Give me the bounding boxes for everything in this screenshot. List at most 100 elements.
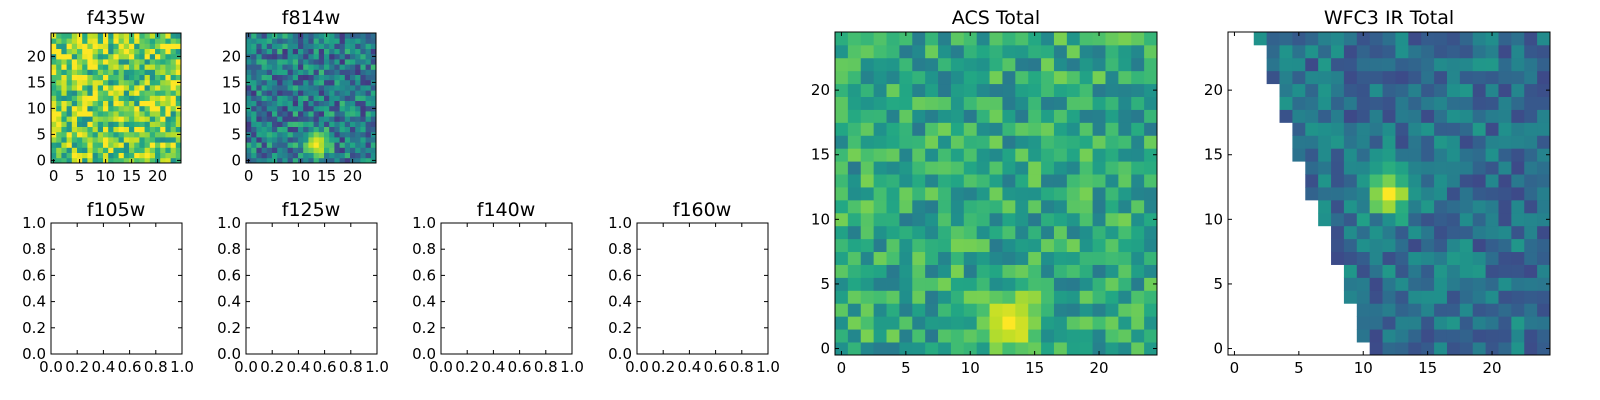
heatmap-cell <box>912 199 926 214</box>
heatmap-cell <box>134 142 140 148</box>
heatmap-cell <box>950 238 965 253</box>
heatmap-cell <box>92 64 99 70</box>
heatmap-cell <box>113 53 119 60</box>
heatmap-cell <box>1105 44 1119 59</box>
heatmap-cell <box>87 38 93 44</box>
heatmap-cell <box>308 121 314 127</box>
heatmap-cell <box>835 135 849 149</box>
heatmap-cell <box>251 152 257 159</box>
heatmap-cell <box>71 38 78 44</box>
heatmap-cell <box>1472 199 1486 214</box>
heatmap-cell <box>370 100 377 107</box>
panel-f125w: f125w 0.0 0.2 0.4 0.6 0.8 1.00.00.20.40.60.81… <box>217 199 389 376</box>
heatmap-cell <box>835 148 849 162</box>
heatmap-cell <box>144 74 151 81</box>
heatmap-cell <box>1524 264 1538 278</box>
heatmap-cell <box>350 152 356 159</box>
heatmap-cell <box>144 38 151 44</box>
heatmap-cell <box>1459 161 1474 175</box>
heatmap-cell <box>350 95 356 101</box>
heatmap-cell <box>56 85 62 91</box>
heatmap-cell <box>370 74 377 81</box>
x-tick-label: 10 <box>291 167 310 185</box>
heatmap-cell <box>313 90 320 96</box>
heatmap-cell <box>1131 96 1145 110</box>
heatmap-cell <box>873 277 887 291</box>
heatmap-cell <box>1446 225 1461 240</box>
heatmap-cell <box>938 329 952 343</box>
heatmap-cell <box>1421 212 1435 227</box>
heatmap-cell <box>277 48 283 55</box>
heatmap-cell <box>925 161 939 175</box>
heatmap-cell <box>1092 44 1106 59</box>
heatmap-cell <box>256 33 262 39</box>
y-tick-label: 15 <box>811 146 830 164</box>
heatmap-cell <box>175 152 182 159</box>
heatmap-cell <box>355 126 361 133</box>
heatmap-cell <box>56 137 62 143</box>
heatmap-cell <box>1053 290 1068 304</box>
heatmap-cell <box>1446 174 1461 188</box>
heatmap-cell <box>1395 251 1409 265</box>
heatmap-cell <box>118 90 125 96</box>
heatmap-cell <box>329 131 335 138</box>
heatmap-cell <box>272 116 278 122</box>
heatmap-cell <box>277 53 283 60</box>
heatmap-cell <box>1041 161 1055 175</box>
heatmap-cell <box>129 142 135 148</box>
heatmap-cell <box>1395 277 1409 291</box>
heatmap-cell <box>1066 32 1081 46</box>
heatmap-cell <box>1131 161 1145 175</box>
heatmap-cell <box>160 79 166 86</box>
heatmap-cell <box>82 38 88 44</box>
heatmap-cell <box>118 131 125 138</box>
heatmap-cell <box>144 137 151 143</box>
heatmap-cell <box>1279 109 1293 123</box>
heatmap-cell <box>144 85 151 91</box>
heatmap-cell <box>272 53 278 60</box>
heatmap-cell <box>61 48 67 55</box>
heatmap-cell <box>56 147 62 153</box>
heatmap-cell <box>56 48 62 55</box>
heatmap-cell <box>886 342 900 356</box>
heatmap-cell <box>1066 122 1081 136</box>
heatmap-cell <box>1331 135 1345 149</box>
heatmap-cell <box>165 152 171 159</box>
heatmap-cell <box>51 43 57 49</box>
heatmap-cell <box>149 131 156 138</box>
heatmap-cell <box>1079 342 1093 356</box>
heatmap-cell <box>287 142 294 148</box>
heatmap-cell <box>329 95 335 101</box>
heatmap-cell <box>1092 225 1106 240</box>
heatmap-cell <box>835 212 849 227</box>
heatmap-cell <box>1421 70 1435 85</box>
heatmap-cell <box>71 90 78 96</box>
heatmap-cell <box>1105 70 1119 85</box>
heatmap-cell <box>1144 199 1158 214</box>
heatmap-cell <box>886 329 900 343</box>
heatmap-cell <box>308 48 314 55</box>
heatmap-cell <box>282 126 288 133</box>
heatmap-cell <box>1421 187 1435 201</box>
heatmap-cell <box>61 147 67 153</box>
heatmap-cell <box>1079 277 1093 291</box>
heatmap-cell <box>925 342 939 356</box>
x-tick-label: 1.0 <box>756 358 780 376</box>
y-tick-label: 0.4 <box>412 293 436 311</box>
heatmap-cell <box>108 105 114 112</box>
heatmap-cell <box>1459 174 1474 188</box>
heatmap-cell <box>261 116 268 122</box>
heatmap-cell <box>989 70 1003 85</box>
heatmap-cell <box>1292 32 1306 46</box>
heatmap-cell <box>1092 342 1106 356</box>
heatmap-cell <box>355 121 361 127</box>
heatmap-cell <box>246 64 252 70</box>
heatmap-cell <box>82 147 88 153</box>
heatmap-cell <box>261 152 268 159</box>
heatmap-cell <box>66 43 73 49</box>
heatmap-cell <box>1537 251 1551 265</box>
heatmap-cell <box>1511 187 1525 201</box>
heatmap-cell <box>860 44 875 59</box>
heatmap-cell <box>134 105 140 112</box>
heatmap-cell <box>989 303 1003 317</box>
